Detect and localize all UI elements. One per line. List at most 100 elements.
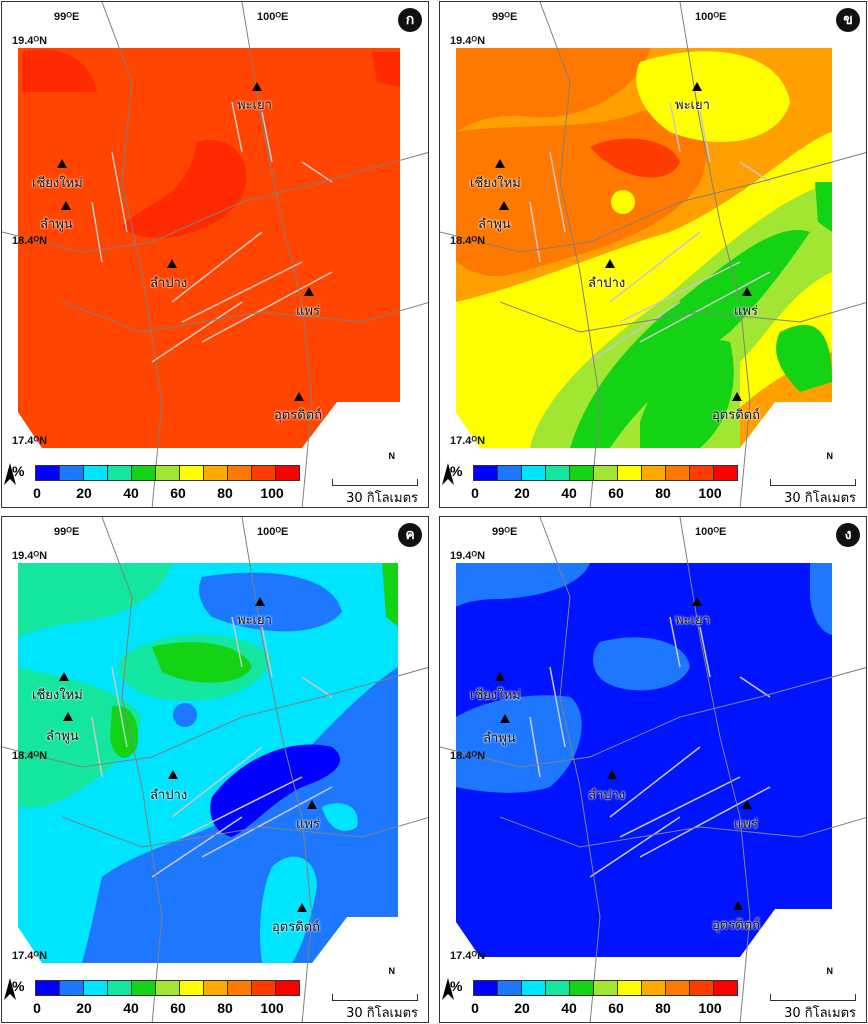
legend-swatch [60,981,84,995]
city-label: พะเยา [675,613,710,628]
lat-label: 18.4ᴼN [12,235,48,247]
lat-label: 18.4ᴼN [12,750,48,762]
city-label: ลำปาง [150,788,188,803]
legend: % 0 20 40 60 80 100 N 30 กิโลเมตร [2,451,428,507]
lat-label: 19.4ᴼN [450,550,486,562]
city-label: ลำปาง [588,276,626,291]
city-marker [297,903,307,912]
city-marker [607,770,617,779]
city-label: ลำพูน [483,731,516,746]
legend-swatch [594,981,618,995]
north-arrow-icon [442,463,454,485]
legend-swatch [474,981,498,995]
legend-colorbar [473,980,738,996]
city-marker [167,259,177,268]
city-marker [692,597,702,606]
city-label: พะเยา [237,613,272,628]
legend-swatch [156,981,180,995]
city-label: ลำปาง [150,276,188,291]
legend-swatch [108,466,132,480]
legend-tick: 0 [471,485,479,501]
lon-label: 99ᴼE [492,11,518,23]
map-panel-ngo: ง 99ᴼE 100ᴼE 19.4ᴼN 18.4ᴼN 17.4ᴼN พะเยา … [439,516,867,1023]
legend-swatch [546,981,570,995]
lon-label: 99ᴼE [492,526,518,538]
panel-tag: ข [836,8,860,32]
city-marker [500,714,510,723]
legend-swatch [690,981,714,995]
legend-tick: 20 [514,1000,530,1016]
fault-lines [529,616,771,878]
map-panel-kho: ข 99ᴼE 100ᴼE 19.4ᴼN 18.4ᴼN 17.4ᴼN พะเยา … [439,1,867,508]
city-marker [732,392,742,401]
lon-label: 99ᴼE [54,11,80,23]
legend-tick: 60 [608,1000,624,1016]
scale-label: 30 กิโลเมตร [346,1006,418,1021]
lat-label: 18.4ᴼN [450,235,486,247]
map-canvas [440,2,866,507]
legend-swatch [84,981,108,995]
legend-swatch [132,981,156,995]
city-label: แพร่ [734,817,758,832]
legend-swatch [228,466,252,480]
legend-swatch [642,981,666,995]
lon-label: 100ᴼE [695,526,727,538]
lat-label: 17.4ᴼN [12,950,48,962]
legend-swatch [204,981,228,995]
legend-tick: 20 [76,485,92,501]
legend-swatch [690,466,714,480]
city-marker [605,259,615,268]
north-arrow-icon [442,978,454,1000]
city-marker [252,82,262,91]
city-marker [742,800,752,809]
legend: % 0 20 40 60 80 100 N 30 กิโลเมตร [2,966,428,1022]
legend-tick: 80 [217,1000,233,1016]
boundaries [440,2,866,507]
city-label: พะเยา [237,98,272,113]
scale-bar [770,479,856,486]
city-marker [294,392,304,401]
city-label: แพร่ [296,817,320,832]
scale-bar [332,479,418,486]
city-label: แพร่ [734,304,758,319]
legend-unit: % [450,978,463,994]
legend-tick: 0 [33,1000,41,1016]
legend-tick: 80 [655,485,671,501]
legend-colorbar [35,980,300,996]
city-label: เชียงใหม่ [32,688,83,703]
legend-tick: 100 [260,1000,284,1016]
legend-tick: 20 [76,1000,92,1016]
lat-label: 17.4ᴼN [450,950,486,962]
lon-label: 100ᴼE [695,11,727,23]
legend-swatch [474,466,498,480]
city-label: อุตรดิตถ์ [712,408,760,423]
legend-swatch [666,466,690,480]
legend-swatch [156,466,180,480]
city-label: ลำพูน [478,217,511,232]
panel-tag: ก [398,8,422,32]
legend-unit: % [12,463,25,479]
lon-label: 99ᴼE [54,526,80,538]
city-marker [499,201,509,210]
city-marker [61,201,71,210]
legend-swatch [108,981,132,995]
city-label: ลำปาง [588,788,626,803]
fault-lines [91,616,333,878]
fault-lines [529,101,771,363]
map-panel-kho-khwai: ค 99ᴼE 100ᴼE 19.4ᴼN 18.4ᴼN 17.4ᴼN พะเยา … [1,516,429,1023]
city-label: อุตรดิตถ์ [274,408,322,423]
legend-swatch [714,466,737,480]
legend-swatch [522,466,546,480]
map-panel-ko: ก 99ᴼE 100ᴼE 19.4ᴼN 18.4ᴼN 17.4ᴼN พะเยา … [1,1,429,508]
city-marker [742,287,752,296]
scale-label: 30 กิโลเมตร [784,491,856,506]
legend-swatch [252,466,276,480]
city-marker [168,770,178,779]
lat-label: 18.4ᴼN [450,750,486,762]
panel-tag: ง [836,523,860,547]
legend-swatch [252,981,276,995]
north-label: N [388,451,396,461]
legend-swatch [36,466,60,480]
north-label: N [388,966,396,976]
legend-tick: 60 [608,485,624,501]
